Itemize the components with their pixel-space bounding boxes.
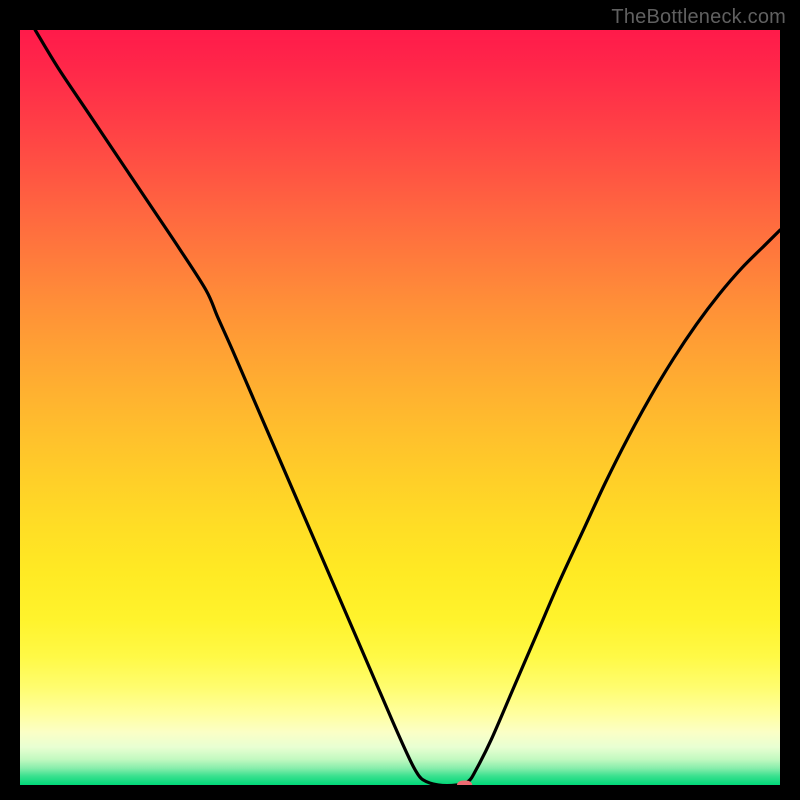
chart-background <box>20 30 780 785</box>
bottleneck-chart <box>20 30 780 785</box>
watermark: TheBottleneck.com <box>611 6 786 29</box>
